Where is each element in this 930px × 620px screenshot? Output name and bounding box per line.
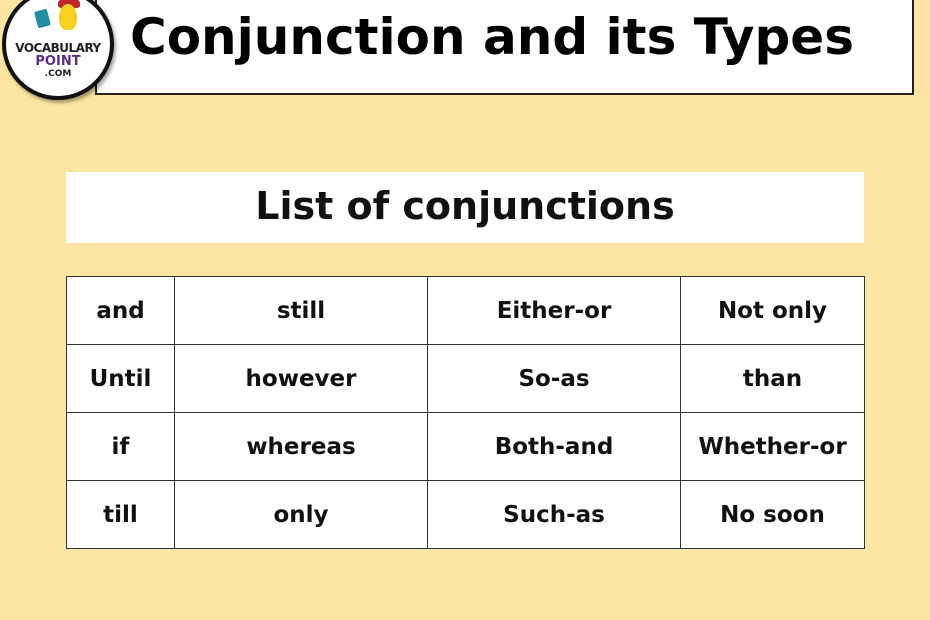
- table-cell: still: [174, 276, 428, 345]
- table-row: if whereas Both-and Whether-or: [66, 412, 865, 481]
- table-cell: whereas: [174, 412, 428, 481]
- book-icon: [34, 8, 51, 29]
- table-cell: Not only: [680, 276, 865, 345]
- conjunction-table: and still Either-or Not only Until however So-…: [66, 276, 865, 549]
- table-cell: So-as: [427, 344, 681, 413]
- table-cell: only: [174, 480, 428, 549]
- table-row: Until however So-as than: [66, 344, 865, 413]
- mascot-icon: [59, 4, 77, 30]
- subtitle: List of conjunctions: [255, 184, 675, 228]
- page-title: Conjunction and its Types: [130, 8, 854, 66]
- vocabulary-point-logo: VOCABULARY POINT .COM: [2, 0, 114, 100]
- logo-text-line1: VOCABULARY: [15, 41, 101, 55]
- table-row: till only Such-as No soon: [66, 480, 865, 549]
- table-cell: and: [66, 276, 175, 345]
- table-row: and still Either-or Not only: [66, 276, 865, 345]
- logo-text-line3: .COM: [44, 69, 72, 79]
- table-cell: till: [66, 480, 175, 549]
- subtitle-banner: List of conjunctions: [66, 172, 864, 243]
- table-cell: Whether-or: [680, 412, 865, 481]
- table-cell: No soon: [680, 480, 865, 549]
- table-cell: than: [680, 344, 865, 413]
- table-cell: Until: [66, 344, 175, 413]
- title-banner: [95, 0, 914, 95]
- table-cell: if: [66, 412, 175, 481]
- table-cell: Both-and: [427, 412, 681, 481]
- table-cell: however: [174, 344, 428, 413]
- table-cell: Either-or: [427, 276, 681, 345]
- logo-text-line2: POINT: [35, 54, 81, 69]
- table-cell: Such-as: [427, 480, 681, 549]
